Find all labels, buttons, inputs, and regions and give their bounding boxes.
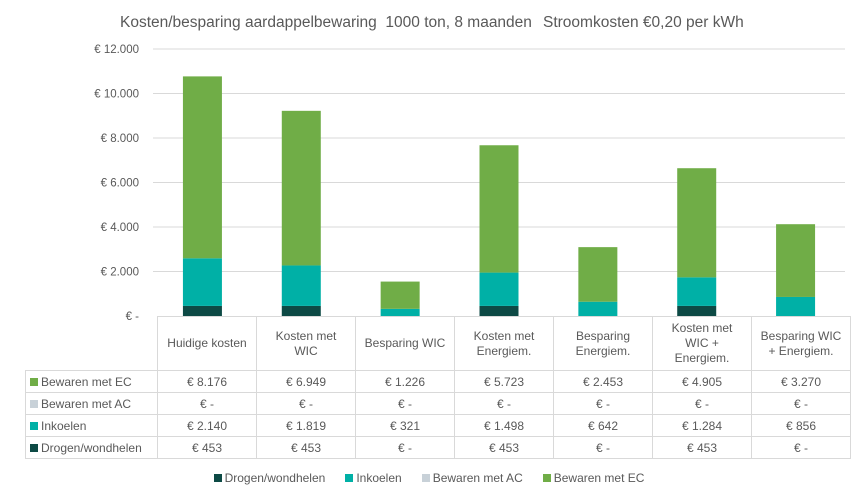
bar-segment-bewaren-met-ec	[281, 110, 321, 266]
bar-segment-inkoelen	[677, 277, 717, 306]
legend-label: Inkoelen	[356, 471, 402, 485]
bar-segment-inkoelen	[578, 301, 618, 316]
data-label: € -	[652, 392, 752, 415]
data-label: € -	[553, 436, 653, 459]
category-label: Besparing Energiem.	[553, 316, 653, 371]
bar-segment-drogen-wondhelen	[281, 305, 321, 316]
data-label: € 8.176	[157, 370, 257, 393]
data-label: € 856	[751, 414, 851, 437]
legend-swatch-icon	[30, 443, 38, 452]
legend-swatch-icon	[345, 474, 354, 482]
data-label: € -	[454, 392, 554, 415]
data-label: € 453	[157, 436, 257, 459]
bar-segment-inkoelen	[479, 272, 519, 306]
bar-segment-bewaren-met-ec	[677, 168, 717, 278]
bar-segment-drogen-wondhelen	[182, 305, 222, 316]
bar-segment-inkoelen	[182, 258, 222, 306]
data-table: Huidige kosten Kosten met WIC Besparing WIC…	[25, 316, 851, 459]
series-label: Bewaren met AC	[25, 392, 158, 415]
legend-label: Bewaren met EC	[553, 471, 645, 485]
chart-plot-area: € -€ 2.000€ 4.000€ 6.000€ 8.000€ 10.000€…	[94, 44, 845, 323]
data-label: € 2.140	[157, 414, 257, 437]
bar-segment-drogen-wondhelen	[677, 305, 717, 316]
chart-title-main: Kosten/besparing aardappelbewaring 1000 …	[120, 14, 532, 31]
data-label: € 5.723	[454, 370, 554, 393]
legend-swatch-icon	[213, 474, 222, 482]
legend-label: Bewaren met AC	[432, 471, 523, 485]
y-tick-label: € 2.000	[101, 267, 139, 279]
data-label: € 1.226	[355, 370, 455, 393]
data-label: € 642	[553, 414, 653, 437]
legend-item: Bewaren met AC	[421, 471, 523, 485]
category-label: Kosten met Energiem.	[454, 316, 554, 371]
category-label: Besparing WIC	[355, 316, 455, 371]
data-label: € 4.905	[652, 370, 752, 393]
legend-item: Inkoelen	[345, 471, 402, 485]
bar-segment-bewaren-met-ec	[578, 247, 618, 302]
data-label: € 1.498	[454, 414, 554, 437]
series-label: Inkoelen	[25, 414, 158, 437]
data-label: € 453	[454, 436, 554, 459]
bar-segment-inkoelen	[776, 296, 816, 316]
data-label: € -	[355, 392, 455, 415]
table-row: Bewaren met EC € 8.176 € 6.949 € 1.226 € 5.7…	[25, 370, 851, 393]
category-label: Huidige kosten	[157, 316, 257, 371]
data-label: € -	[355, 436, 455, 459]
y-tick-label: € 10.000	[94, 89, 139, 101]
table-row: Bewaren met AC € - € - € - € - € - € - € -	[25, 392, 851, 415]
data-label: € 3.270	[751, 370, 851, 393]
legend-label: Drogen/wondhelen	[224, 471, 326, 485]
table-corner	[25, 316, 158, 371]
legend-swatch-icon	[30, 377, 38, 386]
data-label: € 453	[256, 436, 356, 459]
bar-segment-bewaren-met-ec	[776, 224, 816, 297]
bar-segment-bewaren-met-ec	[380, 281, 420, 309]
bar-segment-inkoelen	[380, 308, 420, 316]
data-label: € -	[751, 436, 851, 459]
bar-segment-bewaren-met-ec	[182, 76, 222, 259]
data-label: € -	[157, 392, 257, 415]
legend-swatch-icon	[30, 399, 38, 408]
y-tick-label: € 8.000	[101, 133, 139, 145]
y-tick-label: € 6.000	[101, 178, 139, 190]
legend-swatch-icon	[542, 474, 551, 482]
bar-segment-bewaren-met-ec	[479, 145, 519, 273]
data-label: € 321	[355, 414, 455, 437]
y-tick-label: € 12.000	[94, 44, 139, 56]
category-label: Besparing WIC + Energiem.	[751, 316, 851, 371]
legend-swatch-icon	[30, 421, 38, 430]
bar-segment-inkoelen	[281, 265, 321, 306]
data-label: € 1.284	[652, 414, 752, 437]
data-label: € 453	[652, 436, 752, 459]
data-label: € 6.949	[256, 370, 356, 393]
legend-swatch-icon	[421, 474, 430, 482]
y-tick-label: € 4.000	[101, 222, 139, 234]
legend-item: Drogen/wondhelen	[213, 471, 326, 485]
chart-subtitle: Stroomkosten €0,20 per kWh	[543, 14, 744, 31]
table-row: Inkoelen € 2.140 € 1.819 € 321 € 1.498 € 642 €…	[25, 414, 851, 437]
bar-segment-drogen-wondhelen	[479, 305, 519, 316]
chart-title: Kosten/besparing aardappelbewaring 1000 …	[0, 14, 858, 68]
data-label: € -	[751, 392, 851, 415]
data-label: € 2.453	[553, 370, 653, 393]
data-label: € -	[256, 392, 356, 415]
table-row: Drogen/wondhelen € 453 € 453 € - € 453 € - € 4…	[25, 436, 851, 459]
category-label: Kosten met WIC	[256, 316, 356, 371]
category-label: Kosten met WIC + Energiem.	[652, 316, 752, 371]
series-label: Bewaren met EC	[25, 370, 158, 393]
data-label: € -	[553, 392, 653, 415]
legend-item: Bewaren met EC	[542, 471, 645, 485]
series-label: Drogen/wondhelen	[25, 436, 158, 459]
data-label: € 1.819	[256, 414, 356, 437]
chart-legend: Drogen/wondhelen Inkoelen Bewaren met AC Be…	[0, 471, 858, 485]
